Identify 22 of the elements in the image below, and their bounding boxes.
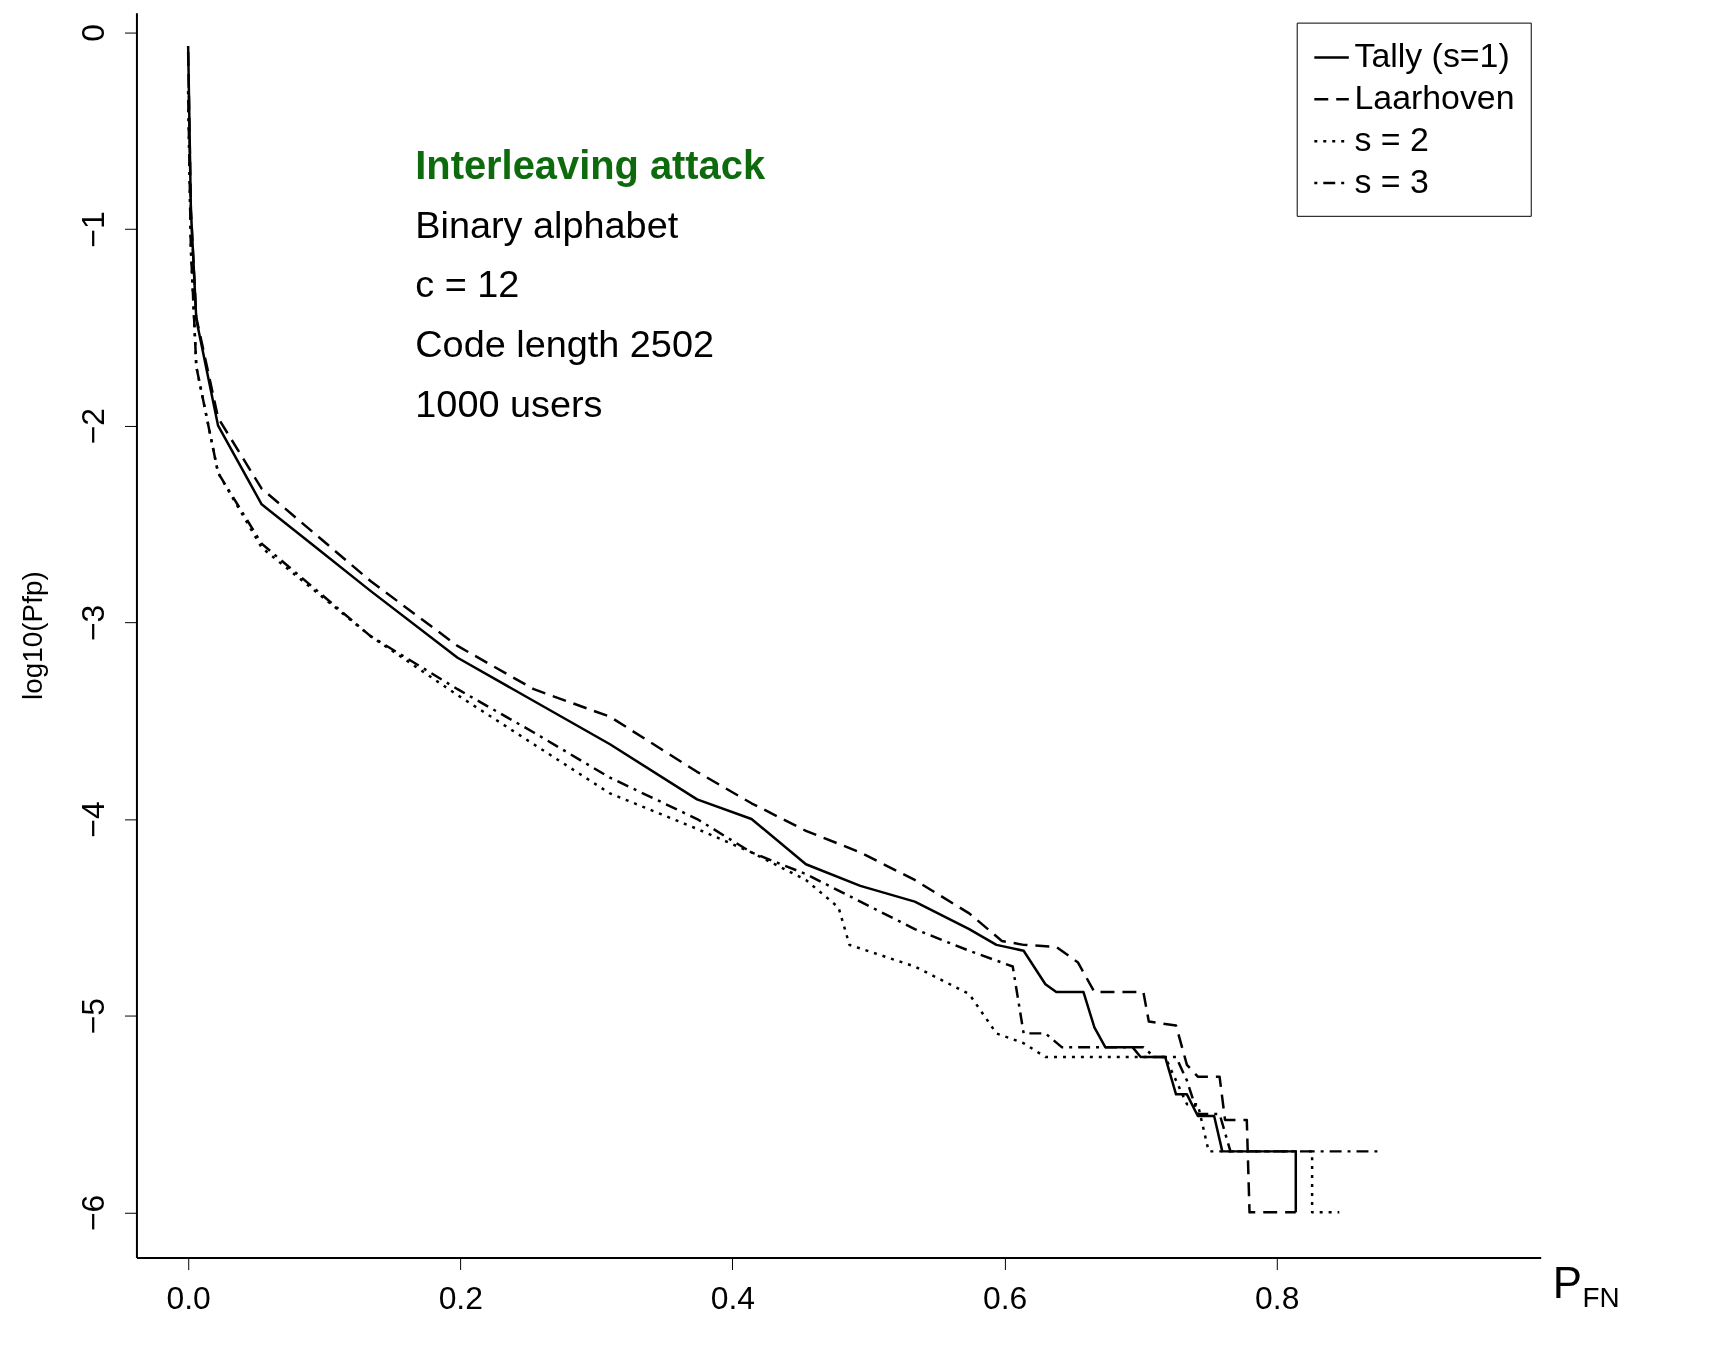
annotation: 1000 users (415, 383, 603, 426)
legend-label: Tally (s=1) (1354, 36, 1510, 75)
legend-label: s = 2 (1354, 120, 1429, 159)
x-tick-label: 0.6 (982, 1279, 1028, 1316)
y-tick-label: −2 (75, 408, 112, 445)
y-tick-label: −3 (75, 604, 112, 641)
annotation: c = 12 (415, 263, 520, 306)
annotation: Binary alphabet (415, 203, 679, 246)
legend-label: s = 3 (1354, 161, 1429, 200)
y-axis-title: log10(Pfp) (17, 571, 49, 700)
x-tick-label: 0.8 (1255, 1279, 1300, 1316)
y-tick-label: −5 (75, 998, 112, 1035)
annotation: Code length 2502 (415, 323, 714, 366)
x-tick-label: 0.4 (710, 1279, 756, 1316)
x-tick-label: 0.0 (166, 1279, 211, 1316)
x-tick-label: 0.2 (438, 1279, 483, 1316)
y-tick-label: −4 (75, 801, 112, 838)
y-tick-label: −1 (75, 211, 112, 248)
y-tick-label: 0 (75, 23, 112, 42)
y-tick-label: −6 (75, 1194, 112, 1231)
annotation: Interleaving attack (415, 142, 766, 187)
legend-label: Laarhoven (1354, 78, 1515, 117)
